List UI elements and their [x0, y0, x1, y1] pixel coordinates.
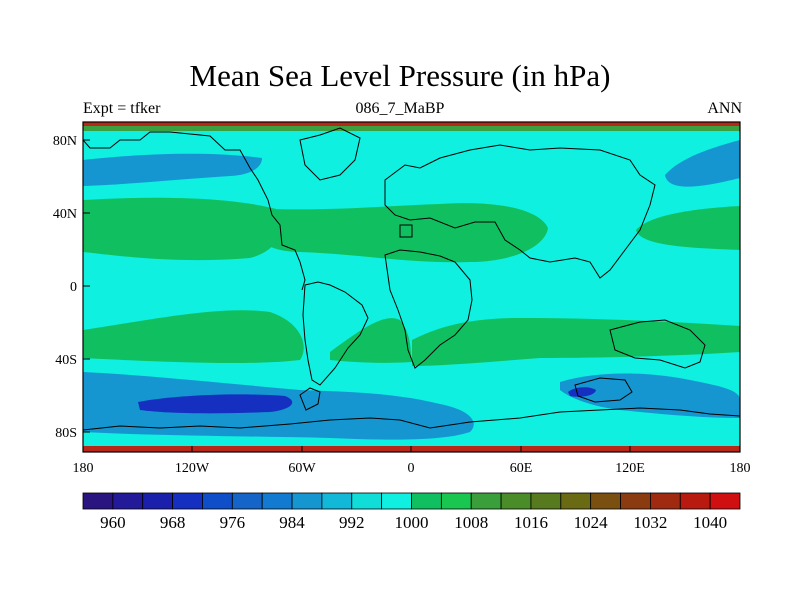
colorbar-label: 1032 [633, 513, 667, 532]
deep-low-west [138, 394, 293, 414]
island-1 [399, 224, 413, 238]
colorbar-swatch [679, 492, 711, 510]
colorbar-swatch [411, 492, 442, 510]
south-subtropical-high-east [412, 318, 740, 366]
chart-title: Mean Sea Level Pressure (in hPa) [189, 58, 611, 93]
colorbar-swatch [500, 492, 532, 510]
colorbar-swatch [709, 492, 741, 510]
island-2 [574, 377, 633, 403]
colorbar-label: 960 [100, 513, 126, 532]
colorbar-swatch [321, 492, 353, 510]
season-label: ANN [707, 100, 742, 117]
colorbar-swatch [261, 492, 293, 510]
north-subtropical-high-east [636, 206, 740, 250]
x-tick-120e: 120E [615, 446, 645, 476]
x-tick-label-60e: 60E [510, 461, 533, 476]
y-tick-label-40s: 40S [55, 353, 77, 368]
y-axis: 80N 40N 0 40S 80S [53, 134, 90, 441]
colorbar-label: 1024 [574, 513, 609, 532]
north-america-coast [83, 131, 306, 291]
coastlines [83, 127, 740, 431]
colorbar-swatch [560, 492, 592, 510]
south-subtropical-high-central [330, 318, 412, 363]
europe-asia-coast [384, 144, 656, 279]
y-tick-80n: 80N [53, 134, 90, 149]
y-tick-label-80s: 80S [55, 426, 77, 441]
y-tick-label-40n: 40N [53, 207, 77, 222]
north-pacific-low [83, 153, 262, 186]
australia-coast [609, 319, 706, 369]
y-tick-0: 0 [70, 280, 90, 295]
colorbar-label: 1008 [454, 513, 488, 532]
x-tick-label-120e: 120E [615, 461, 645, 476]
colorbar-swatch [650, 492, 681, 510]
colorbar-swatch [231, 492, 263, 510]
colorbar-label: 1000 [395, 513, 429, 532]
x-tick-60w: 60W [288, 446, 316, 476]
colorbar-label: 992 [339, 513, 365, 532]
colorbar-label: 976 [220, 513, 246, 532]
colorbar-label: 968 [160, 513, 186, 532]
x-tick-label-180w: 180 [73, 461, 94, 476]
colorbar-swatch [590, 492, 621, 510]
north-high-strip [83, 126, 740, 131]
colorbar-swatch [530, 492, 562, 510]
y-tick-40n: 40N [53, 207, 90, 222]
y-tick-label-0: 0 [70, 280, 77, 295]
experiment-label: Expt = tfker [83, 100, 161, 117]
colorbar-swatch [142, 492, 173, 510]
north-subtropical-high-central [250, 203, 548, 263]
colorbar-swatch [620, 492, 651, 510]
time-label: 086_7_MaBP [355, 100, 445, 117]
x-tick-label-60w: 60W [288, 461, 316, 476]
colorbar-swatch [202, 492, 233, 510]
colorbar: 960 968 976 984 992 1000 1008 1016 1024 1032 1040 [82, 492, 741, 532]
colorbar-label: 1040 [693, 513, 727, 532]
colorbar-label: 984 [279, 513, 305, 532]
south-america-coast [302, 281, 369, 386]
deep-low-east [568, 387, 596, 397]
north-pole-strip [83, 122, 740, 129]
colorbar-swatch [291, 492, 323, 510]
colorbar-swatch [172, 492, 203, 510]
x-tick-label-180e: 180 [730, 461, 751, 476]
x-tick-120w: 120W [175, 446, 210, 476]
x-tick-label-0: 0 [408, 461, 415, 476]
colorbar-swatch [82, 492, 114, 510]
southern-ocean-low-east [560, 373, 740, 418]
y-tick-40s: 40S [55, 353, 90, 368]
colorbar-swatch [470, 492, 502, 510]
x-axis: 180 120W 60W 0 60E 120E 180 [73, 446, 751, 476]
greenland-coast [299, 127, 361, 181]
colorbar-swatch [112, 492, 144, 510]
colorbar-label: 1016 [514, 513, 548, 532]
antarctica-peninsula [299, 387, 321, 411]
africa-coast [384, 249, 473, 369]
x-tick-60e: 60E [510, 446, 533, 476]
north-pacific-low-east [665, 140, 740, 187]
x-tick-180e: 180 [730, 446, 751, 476]
y-tick-label-80n: 80N [53, 134, 77, 149]
colorbar-swatch [381, 492, 412, 510]
pressure-field [83, 122, 740, 452]
y-tick-80s: 80S [55, 426, 90, 441]
north-subtropical-high-west [83, 197, 282, 261]
south-subtropical-high-west [83, 310, 304, 364]
x-tick-0: 0 [408, 446, 415, 476]
x-tick-label-120w: 120W [175, 461, 210, 476]
x-tick-180w: 180 [73, 446, 94, 476]
colorbar-swatch [351, 492, 383, 510]
colorbar-swatch [440, 492, 472, 510]
antarctica-coast [83, 407, 740, 431]
